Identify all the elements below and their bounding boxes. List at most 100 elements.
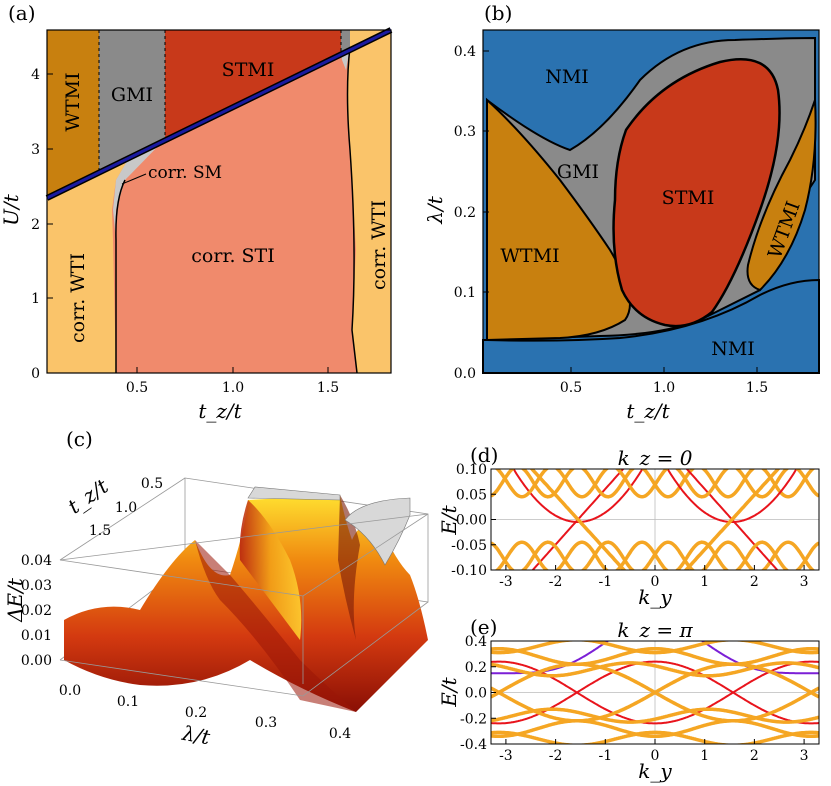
- label-corr-wti-right: corr. WTI: [368, 200, 390, 290]
- c-xtick-3: 0.3: [255, 715, 277, 731]
- surface-gray-right: [344, 497, 411, 566]
- panel-a-label: (a): [8, 1, 36, 25]
- e-xtick-4: 1: [700, 748, 709, 764]
- c-ztick-1: 0.01: [21, 628, 52, 644]
- e-band-5: [491, 661, 819, 678]
- b-xtick-2: 1.5: [746, 380, 768, 396]
- c-xtick-1: 0.1: [117, 694, 139, 710]
- region-wtmi: [47, 30, 99, 198]
- d-ytick-4: -0.10: [451, 563, 487, 579]
- a-ytick-4: 4: [31, 67, 40, 83]
- d-xlabel: k_y: [638, 585, 672, 609]
- a-xlabel: t_z/t: [198, 399, 242, 423]
- label-gmi-b: GMI: [557, 161, 599, 183]
- e-xtick-2: -1: [598, 748, 612, 764]
- b-xlabel: t_z/t: [626, 399, 670, 423]
- a-ylabel: U/t: [0, 193, 23, 226]
- a-ytick-3: 3: [31, 142, 40, 158]
- c-xlabel: λ/t: [180, 721, 213, 750]
- c-ztick-0: 0.00: [21, 653, 52, 669]
- surface-gray-top: [247, 486, 341, 501]
- e-ytick-4: -0.4: [460, 737, 487, 753]
- region-corr-wti-left: [47, 156, 130, 373]
- d-band-10: [494, 540, 819, 570]
- panel-b: (b) NMI GMI STMI WTMI WTMI NMI 0.0 0.1 0…: [423, 1, 820, 423]
- c-ylabel: t_z/t: [63, 473, 113, 518]
- d-band-1: [531, 469, 625, 570]
- e-band-4: [491, 719, 819, 739]
- e-plot: [491, 641, 819, 744]
- e-ytick-1: 0.2: [465, 660, 487, 676]
- e-ytick-2: 0.0: [465, 686, 487, 702]
- region-wtmi-left: [486, 97, 631, 342]
- panel-a: (a) WTMI GMI STMI corr. SM corr. STI cor…: [0, 1, 393, 423]
- a-xtick-1: 1.0: [222, 380, 244, 396]
- d-ytick-1: 0.05: [456, 487, 487, 503]
- d-band-9: [494, 469, 819, 499]
- surface-valley: [195, 540, 356, 712]
- d-xtick-0: -3: [499, 574, 513, 590]
- d-xtick-2: -1: [598, 574, 612, 590]
- label-wtmi-b-left: WTMI: [500, 245, 559, 267]
- c-zlabel: ΔE/t: [3, 577, 27, 623]
- c-xtick-2: 0.2: [185, 705, 207, 721]
- label-corr-sti: corr. STI: [191, 245, 274, 267]
- label-corr-sm: corr. SM: [148, 163, 222, 183]
- d-ytick-2: 0.00: [456, 513, 487, 529]
- b-ylabel: λ/t: [423, 195, 447, 224]
- b-xtick-1: 1.0: [653, 380, 675, 396]
- d-band-5: [529, 469, 627, 570]
- e-band-7: [491, 641, 819, 655]
- d-band-6: [666, 469, 798, 523]
- c-ytick-0: 0.5: [141, 476, 163, 492]
- b-ytick-0: 0.0: [454, 366, 476, 382]
- panel-b-label: (b): [484, 1, 512, 25]
- d-xtick-1: -2: [549, 574, 563, 590]
- e-xtick-0: -3: [499, 748, 513, 764]
- panel-d: (d) k_z = 0 -3 -2 -1 0 1 2 3 0.10 0.05 0.00 -0.05 -…: [437, 443, 820, 609]
- d-title: k_z = 0: [618, 446, 693, 470]
- c-ztick-3: 0.03: [21, 578, 52, 594]
- label-stmi-b: STMI: [662, 187, 715, 209]
- c-xtick-0: 0.0: [59, 683, 81, 699]
- region-gmi-small: [341, 30, 350, 52]
- b-ytick-4: 0.4: [454, 44, 476, 60]
- c-ytick-1: 1.0: [115, 500, 137, 516]
- e-band-3: [491, 646, 819, 666]
- region-wtmi-right: [746, 99, 817, 292]
- b-ytick-3: 0.3: [454, 124, 476, 140]
- d-ytick-0: 0.10: [456, 462, 487, 478]
- region-gmi: [99, 30, 165, 172]
- e-ylabel: E/t: [437, 676, 461, 707]
- d-band-7: [685, 469, 779, 570]
- label-gmi-a: GMI: [111, 84, 153, 106]
- region-stmi: [165, 30, 341, 139]
- region-nmi-bottom: [482, 278, 820, 374]
- b-ytick-1: 0.1: [454, 285, 476, 301]
- c-xtick-4: 0.4: [329, 726, 351, 742]
- d-xtick-5: 2: [750, 574, 759, 590]
- label-nmi-top: NMI: [545, 66, 589, 88]
- d-ylabel: E/t: [437, 504, 461, 535]
- e-ytick-0: 0.4: [465, 634, 487, 650]
- d-band-11: [683, 469, 781, 570]
- e-band-8: [491, 730, 819, 744]
- d-xtick-6: 3: [800, 574, 809, 590]
- e-xtick-6: 3: [800, 748, 809, 764]
- panel-c: (c) 0.04 0.03 0.02 0.01 0.00 0.0 0.1 0.2…: [3, 427, 429, 750]
- e-xtick-5: 2: [750, 748, 759, 764]
- d-plot: [491, 469, 819, 570]
- region-corr-sm: [113, 139, 165, 240]
- b-ytick-2: 0.2: [454, 205, 476, 221]
- label-stmi-a: STMI: [222, 59, 275, 81]
- c-ztick-2: 0.02: [21, 603, 52, 619]
- d-band-0: [512, 469, 644, 523]
- e-band-6: [491, 707, 819, 724]
- d-xtick-4: 1: [700, 574, 709, 590]
- e-title: k_z = π: [617, 618, 693, 642]
- e-xlabel: k_y: [638, 759, 672, 783]
- panel-d-label: (d): [470, 443, 498, 467]
- e-xtick-3: 0: [651, 748, 660, 764]
- d-xtick-3: 0: [651, 574, 660, 590]
- e-band-10: [491, 662, 819, 723]
